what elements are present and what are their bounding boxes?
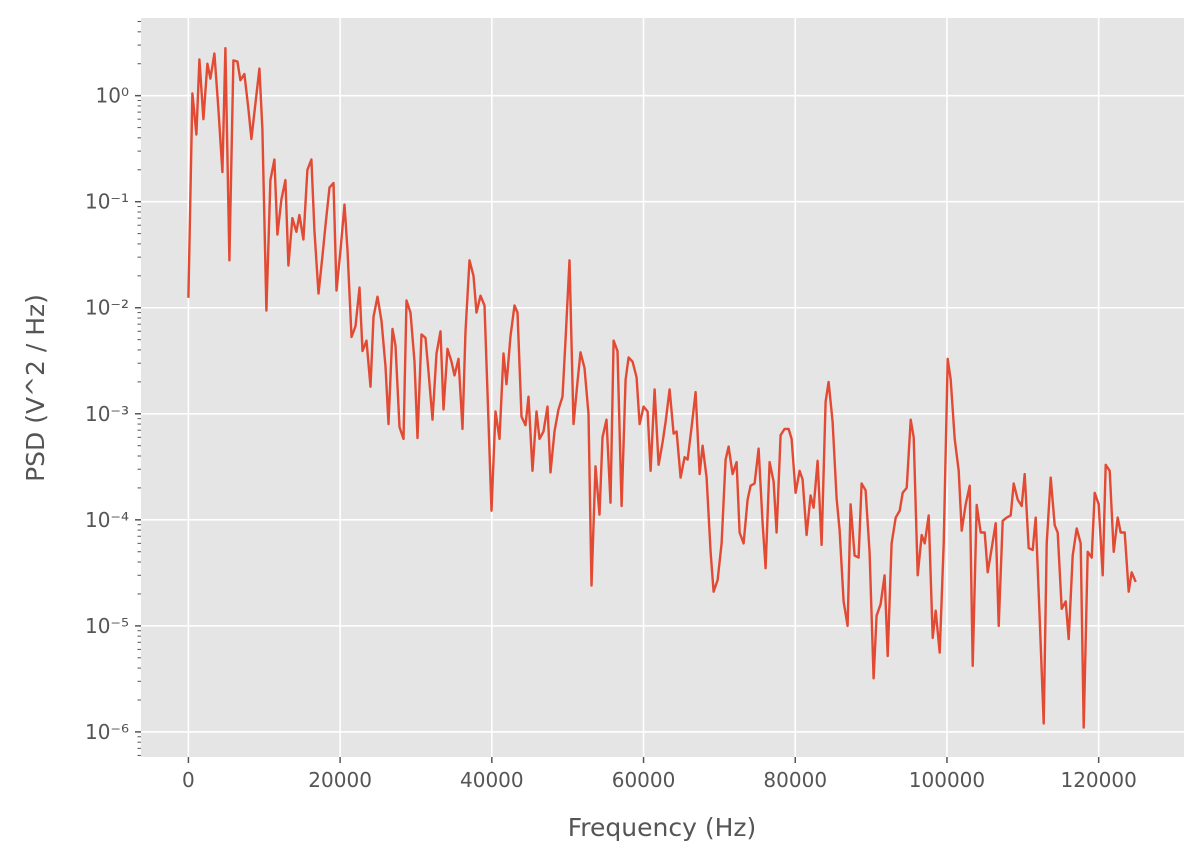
y-tick-label: 10⁻² (85, 296, 129, 320)
y-tick-label: 10⁻¹ (85, 190, 129, 214)
x-tick-label: 0 (182, 768, 195, 792)
x-tick-label: 120000 (1060, 768, 1136, 792)
y-tick-label: 10⁻⁴ (85, 508, 129, 532)
x-tick-label: 20000 (308, 768, 372, 792)
x-tick-label: 80000 (763, 768, 827, 792)
y-axis-label: PSD (V^2 / Hz) (21, 294, 50, 482)
x-tick-label: 60000 (612, 768, 676, 792)
plot-area (141, 18, 1184, 757)
x-axis-label: Frequency (Hz) (568, 813, 757, 842)
y-tick-label: 10⁻⁶ (85, 720, 129, 744)
y-tick-label: 10⁻³ (85, 402, 129, 426)
x-tick-label: 100000 (909, 768, 985, 792)
y-tick-label: 10⁰ (96, 84, 129, 108)
x-tick-label: 40000 (460, 768, 524, 792)
data-line (187, 47, 1137, 729)
y-tick-label: 10⁻⁵ (85, 614, 129, 638)
